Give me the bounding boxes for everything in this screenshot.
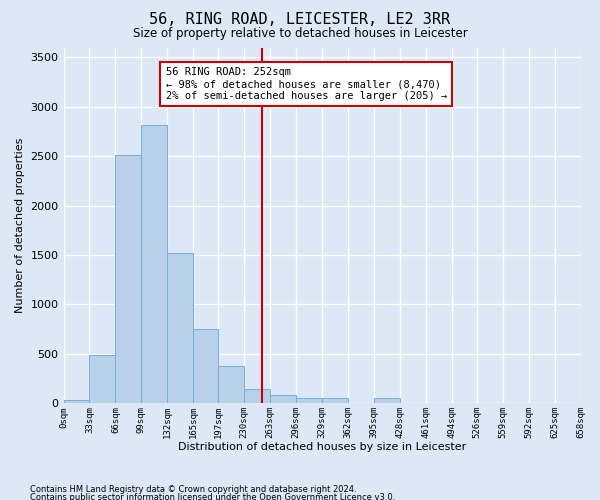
Y-axis label: Number of detached properties: Number of detached properties xyxy=(15,138,25,313)
Bar xyxy=(218,366,244,404)
Bar xyxy=(115,155,142,404)
Bar xyxy=(142,124,167,404)
Text: 56 RING ROAD: 252sqm
← 98% of detached houses are smaller (8,470)
2% of semi-det: 56 RING ROAD: 252sqm ← 98% of detached h… xyxy=(166,68,447,100)
Bar xyxy=(193,329,218,404)
Text: Contains public sector information licensed under the Open Government Licence v3: Contains public sector information licen… xyxy=(30,492,395,500)
Bar xyxy=(89,355,115,404)
Text: Contains HM Land Registry data © Crown copyright and database right 2024.: Contains HM Land Registry data © Crown c… xyxy=(30,485,356,494)
X-axis label: Distribution of detached houses by size in Leicester: Distribution of detached houses by size … xyxy=(178,442,466,452)
Bar xyxy=(244,389,270,404)
Bar xyxy=(322,398,348,404)
Text: Size of property relative to detached houses in Leicester: Size of property relative to detached ho… xyxy=(133,28,467,40)
Text: 56, RING ROAD, LEICESTER, LE2 3RR: 56, RING ROAD, LEICESTER, LE2 3RR xyxy=(149,12,451,28)
Bar xyxy=(296,398,322,404)
Bar xyxy=(64,400,89,404)
Bar xyxy=(167,253,193,404)
Bar xyxy=(374,398,400,404)
Bar xyxy=(270,396,296,404)
